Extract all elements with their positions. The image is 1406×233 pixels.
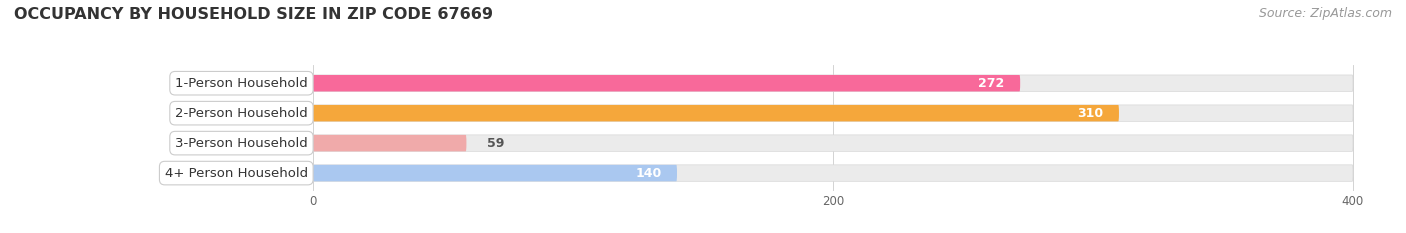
Text: 1-Person Household: 1-Person Household	[176, 77, 308, 90]
FancyBboxPatch shape	[314, 75, 1353, 92]
FancyBboxPatch shape	[314, 165, 678, 181]
Text: 310: 310	[1077, 107, 1104, 120]
Text: 2-Person Household: 2-Person Household	[176, 107, 308, 120]
Text: 272: 272	[979, 77, 1004, 90]
FancyBboxPatch shape	[314, 105, 1353, 121]
Text: OCCUPANCY BY HOUSEHOLD SIZE IN ZIP CODE 67669: OCCUPANCY BY HOUSEHOLD SIZE IN ZIP CODE …	[14, 7, 494, 22]
Text: 140: 140	[636, 167, 661, 180]
FancyBboxPatch shape	[314, 75, 1021, 92]
FancyBboxPatch shape	[314, 165, 1353, 181]
FancyBboxPatch shape	[314, 135, 1353, 151]
Text: Source: ZipAtlas.com: Source: ZipAtlas.com	[1258, 7, 1392, 20]
Text: 3-Person Household: 3-Person Household	[176, 137, 308, 150]
Text: 59: 59	[488, 137, 505, 150]
FancyBboxPatch shape	[314, 135, 467, 151]
Text: 4+ Person Household: 4+ Person Household	[165, 167, 308, 180]
FancyBboxPatch shape	[314, 105, 1119, 121]
